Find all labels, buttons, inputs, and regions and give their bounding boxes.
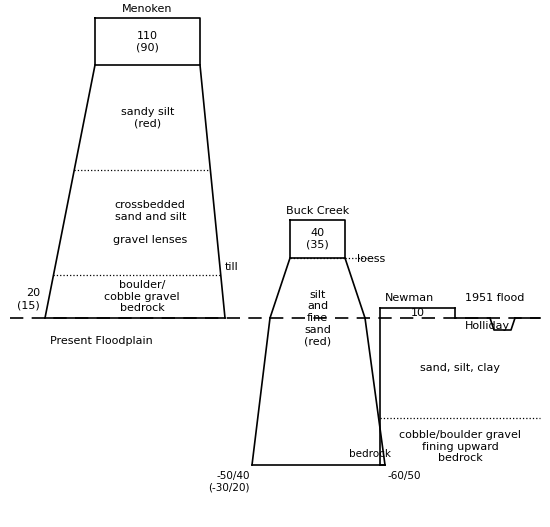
Text: till: till	[225, 262, 239, 272]
Text: Menoken: Menoken	[122, 4, 173, 14]
Text: 40
(35): 40 (35)	[306, 228, 329, 250]
Text: Buck Creek: Buck Creek	[286, 206, 349, 216]
Text: loess: loess	[357, 254, 385, 264]
Text: -60/50: -60/50	[387, 471, 421, 481]
Text: 20
(15): 20 (15)	[17, 288, 40, 310]
Text: Holliday: Holliday	[465, 321, 510, 331]
Text: 10: 10	[410, 308, 425, 318]
Text: 1951 flood: 1951 flood	[465, 293, 524, 303]
Text: Present Floodplain: Present Floodplain	[50, 336, 153, 346]
Text: cobble/boulder gravel
fining upward
bedrock: cobble/boulder gravel fining upward bedr…	[399, 430, 521, 463]
Text: 110
(90): 110 (90)	[136, 31, 159, 52]
Text: Newman: Newman	[385, 293, 435, 303]
Text: silt
and
fine
sand
(red): silt and fine sand (red)	[304, 290, 331, 346]
Text: crossbedded
sand and silt

gravel lenses: crossbedded sand and silt gravel lenses	[113, 200, 188, 245]
Text: bedrock: bedrock	[349, 449, 390, 459]
Text: -50/40
(-30/20): -50/40 (-30/20)	[208, 471, 250, 493]
Text: sandy silt
(red): sandy silt (red)	[120, 106, 174, 128]
Text: boulder/
cobble gravel
bedrock: boulder/ cobble gravel bedrock	[104, 280, 180, 313]
Text: sand, silt, clay: sand, silt, clay	[420, 363, 500, 373]
